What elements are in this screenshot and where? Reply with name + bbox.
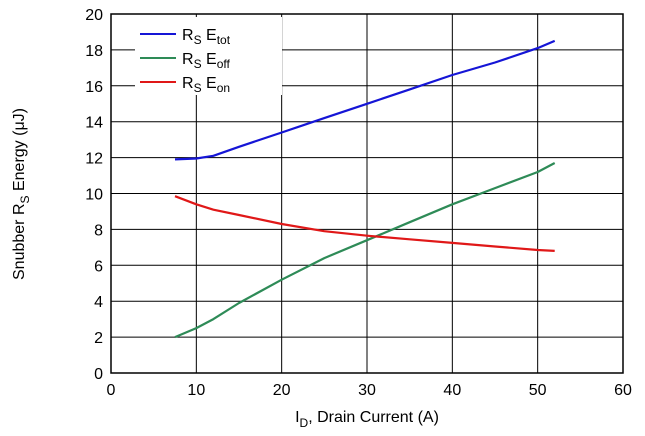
y-tick-label: 20 — [85, 7, 103, 24]
legend-label-eoff: RS Eoff — [182, 51, 230, 71]
x-tick-label: 30 — [358, 382, 376, 399]
series-line-off — [174, 162, 556, 339]
y-tick-label: 10 — [85, 187, 103, 204]
x-tick-label: 0 — [107, 382, 116, 399]
y-tick-label: 14 — [85, 115, 103, 132]
y-tick-label: 8 — [94, 222, 103, 239]
legend-label-eon: RS Eon — [182, 75, 230, 95]
x-tick-label: 40 — [443, 382, 461, 399]
series-line-on — [174, 195, 555, 252]
x-tick-label: 60 — [614, 382, 632, 399]
plot-frame — [110, 13, 624, 374]
y-tick-labels: 0 2 4 6 8 10 12 14 16 18 20 — [85, 7, 103, 383]
y-tick-label: 12 — [85, 151, 103, 168]
y-tick-label: 4 — [94, 294, 103, 311]
y-tick-label: 16 — [85, 79, 103, 96]
series-line-tot — [174, 39, 556, 161]
legend: RS Etot RS Eoff RS Eon — [135, 17, 282, 95]
x-tick-label: 10 — [187, 382, 205, 399]
x-tick-labels: 0 10 20 30 40 50 60 — [107, 382, 632, 399]
x-axis-label: ID, Drain Current (A) — [295, 409, 439, 430]
legend-label-etot: RS Etot — [182, 27, 231, 47]
y-axis-label: Snubber RS Energy (μJ) — [11, 108, 32, 280]
series-group — [174, 39, 556, 339]
x-tick-label: 20 — [273, 382, 291, 399]
y-tick-label: 18 — [85, 43, 103, 60]
x-tick-label: 50 — [529, 382, 547, 399]
y-tick-label: 6 — [94, 258, 103, 275]
y-tick-label: 2 — [94, 330, 103, 347]
y-tick-label: 0 — [94, 366, 103, 383]
